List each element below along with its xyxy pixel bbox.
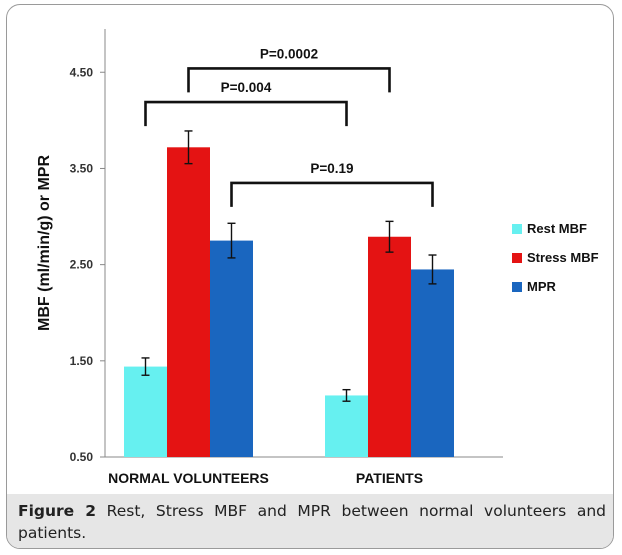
legend-label: Rest MBF bbox=[527, 221, 587, 236]
legend-swatch bbox=[512, 253, 522, 263]
caption-label: Figure 2 bbox=[18, 502, 97, 520]
legend-label: Stress MBF bbox=[527, 250, 599, 265]
caption-background bbox=[7, 494, 613, 548]
p-value-label: P=0.0002 bbox=[260, 46, 318, 61]
legend-label: MPR bbox=[527, 279, 557, 294]
significance-bracket bbox=[144, 100, 348, 127]
y-tick-label: 0.50 bbox=[70, 450, 94, 464]
y-tick-label: 1.50 bbox=[70, 354, 94, 368]
significance-bracket bbox=[230, 181, 434, 207]
legend-swatch bbox=[512, 224, 522, 234]
significance-bracket bbox=[187, 67, 391, 93]
bar bbox=[411, 269, 454, 457]
bar bbox=[325, 395, 368, 457]
bar bbox=[368, 236, 411, 457]
bar bbox=[210, 240, 253, 457]
bar-chart: 0.50 1.50 2.50 3.50 4.50 MBF (ml/min/g) or MP… bbox=[36, 29, 599, 486]
y-tick-label: 2.50 bbox=[70, 258, 94, 272]
bar bbox=[124, 366, 167, 457]
x-category-label: NORMAL VOLUNTEERS bbox=[108, 470, 269, 486]
p-value-label: P=0.19 bbox=[310, 161, 353, 176]
legend-swatch bbox=[512, 282, 522, 292]
chart-area: 0.50 1.50 2.50 3.50 4.50 MBF (ml/min/g) or MP… bbox=[7, 5, 613, 495]
y-axis-title: MBF (ml/min/g) or MPR bbox=[36, 155, 53, 331]
figure-frame: 0.50 1.50 2.50 3.50 4.50 MBF (ml/min/g) or MP… bbox=[6, 4, 614, 549]
caption-text: Rest, Stress MBF and MPR between normal … bbox=[18, 502, 606, 542]
figure-caption: Figure 2 Rest, Stress MBF and MPR betwee… bbox=[18, 500, 606, 544]
bar bbox=[167, 147, 210, 457]
p-value-label: P=0.004 bbox=[221, 80, 272, 95]
y-tick-label: 3.50 bbox=[70, 161, 94, 175]
y-tick-label: 4.50 bbox=[70, 65, 94, 79]
x-category-label: PATIENTS bbox=[356, 470, 423, 486]
